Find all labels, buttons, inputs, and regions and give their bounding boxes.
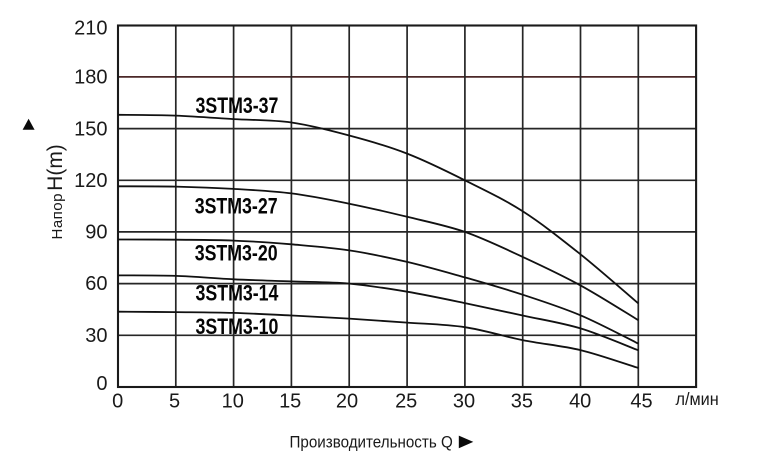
svg-text:150: 150 <box>74 118 107 140</box>
svg-text:30: 30 <box>453 390 475 412</box>
svg-text:30: 30 <box>85 325 107 347</box>
svg-text:120: 120 <box>74 170 107 192</box>
svg-text:15: 15 <box>279 390 301 412</box>
svg-text:0: 0 <box>96 373 107 395</box>
svg-text:35: 35 <box>511 390 533 412</box>
svg-text:180: 180 <box>74 67 107 89</box>
svg-text:45: 45 <box>630 390 652 412</box>
svg-text:Напор H(m): Напор H(m) <box>44 144 67 239</box>
svg-text:3STM3-14: 3STM3-14 <box>196 282 279 306</box>
svg-text:25: 25 <box>395 390 417 412</box>
svg-text:20: 20 <box>336 390 358 412</box>
svg-text:210: 210 <box>74 18 107 40</box>
svg-text:л/мин: л/мин <box>676 389 719 409</box>
svg-text:3STM3-20: 3STM3-20 <box>195 242 278 266</box>
svg-text:60: 60 <box>85 273 107 295</box>
svg-text:3STM3-27: 3STM3-27 <box>195 195 278 219</box>
svg-text:3STM3-37: 3STM3-37 <box>196 94 279 118</box>
svg-text:40: 40 <box>569 390 591 412</box>
svg-text:5: 5 <box>169 390 180 412</box>
svg-text:3STM3-10: 3STM3-10 <box>196 315 279 339</box>
svg-text:90: 90 <box>85 222 107 244</box>
svg-text:10: 10 <box>222 390 244 412</box>
svg-text:0: 0 <box>112 390 123 412</box>
svg-text:Производительность Q: Производительность Q <box>290 434 453 452</box>
